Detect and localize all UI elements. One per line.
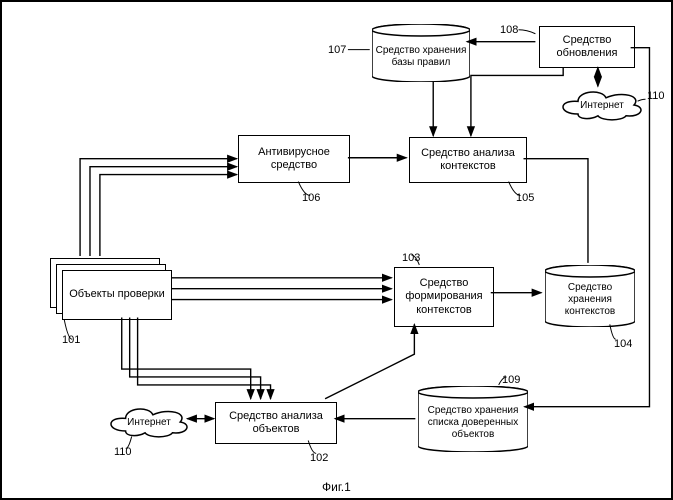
ref-label-101: 101 xyxy=(62,334,80,346)
node-n102: Средство анализа объектов xyxy=(215,402,337,444)
node-n101: Объекты проверки xyxy=(62,270,172,320)
node-n105: Средство анализа контекстов xyxy=(409,137,527,183)
node-label: Средство хранения списка доверенных объе… xyxy=(418,405,528,441)
ref-label-103: 103 xyxy=(402,252,420,264)
ref-label-106: 106 xyxy=(302,192,320,204)
node-n108: Средство обновления xyxy=(539,26,635,68)
node-label: Интернет xyxy=(580,100,624,111)
node-label: Объекты проверки xyxy=(69,288,165,301)
diagram-canvas: Объекты проверки Антивирусное средство Сре… xyxy=(0,0,673,500)
node-label: Средство формирования контекстов xyxy=(397,277,491,317)
node-label: Средство анализа контекстов xyxy=(412,147,524,173)
node-n103: Средство формирования контекстов xyxy=(394,267,494,327)
edge xyxy=(122,317,251,398)
node-n106: Антивирусное средство xyxy=(238,135,350,183)
edge xyxy=(80,159,237,256)
node-label: Средство обновления xyxy=(542,34,632,60)
node-label: Интернет xyxy=(127,417,171,428)
edge xyxy=(471,67,563,135)
ref-label-105: 105 xyxy=(516,192,534,204)
ref-label-102: 102 xyxy=(310,452,328,464)
ref-label-109: 109 xyxy=(502,374,520,386)
ref-leader xyxy=(519,30,536,34)
edge xyxy=(523,159,587,263)
edge xyxy=(90,167,237,256)
ref-label-107: 107 xyxy=(328,44,346,56)
ref-label-108: 108 xyxy=(500,24,518,36)
edge xyxy=(100,175,237,256)
node-label: Средство хранения контекстов xyxy=(545,282,635,318)
ref-label-110: 110 xyxy=(114,446,132,458)
ref-label-110: 110 xyxy=(647,90,665,102)
node-label: Средство анализа объектов xyxy=(218,410,334,436)
ref-label-104: 104 xyxy=(614,338,632,350)
node-label: Средство хранения базы правил xyxy=(372,45,470,69)
node-label: Антивирусное средство xyxy=(241,146,347,172)
edge xyxy=(130,317,261,398)
edge xyxy=(325,324,414,398)
edge xyxy=(138,317,271,398)
figure-caption: Фиг.1 xyxy=(322,480,351,494)
